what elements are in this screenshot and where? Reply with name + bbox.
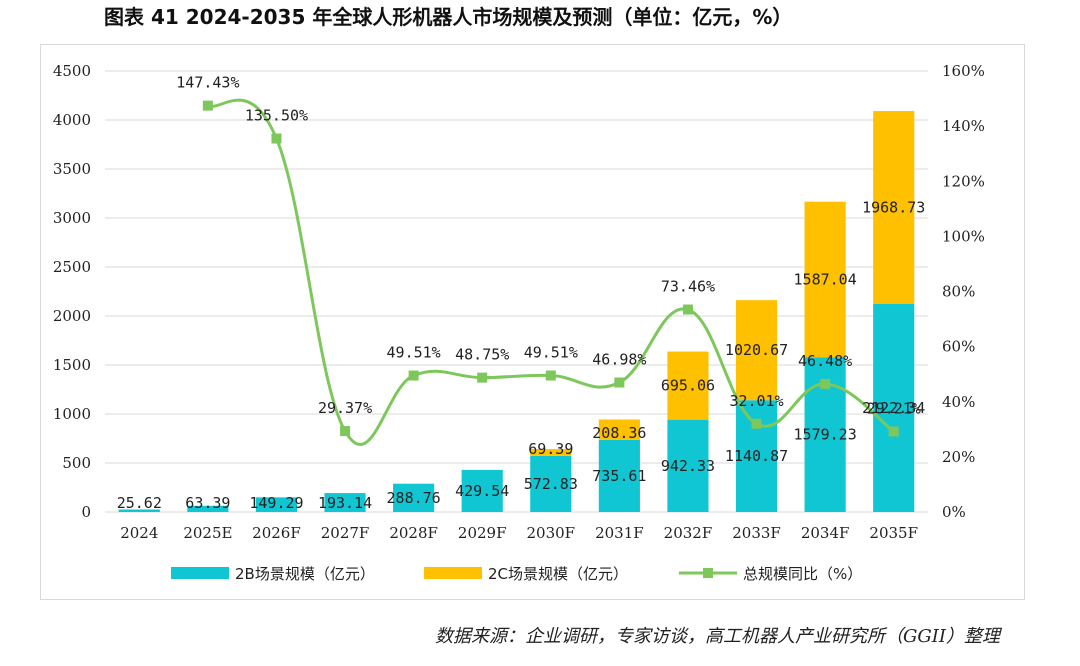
x-tick-label: 2031F <box>595 524 644 542</box>
yoy-growth-marker <box>614 377 625 388</box>
x-tick-label: 2029F <box>458 524 507 542</box>
x-tick-label: 2032F <box>664 524 713 542</box>
yoy-growth-marker <box>408 370 419 381</box>
chart-title: 图表 41 2024-2035 年全球人形机器人市场规模及预测（单位：亿元，%） <box>104 5 793 29</box>
yoy-growth-label: 29.37% <box>318 399 372 417</box>
y-left-tick-label: 4500 <box>53 62 91 80</box>
bar-2c-value-label: 1020.67 <box>725 341 788 359</box>
yoy-growth-line <box>207 98 895 446</box>
yoy-growth-label: 135.50% <box>245 107 308 125</box>
bar-2b-value-label: 1140.87 <box>725 447 788 465</box>
legend-label: 2C场景规模（亿元） <box>488 565 628 583</box>
x-tick-label: 2034F <box>801 524 850 542</box>
bar-2c-value-label: 69.39 <box>528 440 573 458</box>
x-tick-label: 2026F <box>252 524 301 542</box>
yoy-growth-label: 48.75% <box>455 346 509 364</box>
y-right-tick-label: 140% <box>942 117 985 135</box>
y-right-tick-label: 120% <box>942 172 985 190</box>
bar-2b-value-label: 1579.23 <box>794 426 857 444</box>
yoy-growth-label: 73.46% <box>661 278 715 296</box>
bar-2b-value-label: 149.29 <box>249 494 303 512</box>
y-left-tick-label: 2000 <box>53 307 91 325</box>
yoy-growth-marker <box>202 100 213 111</box>
legend-label: 2B场景规模（亿元） <box>235 565 375 583</box>
y-right-tick-label: 0% <box>942 503 966 521</box>
y-left-tick-label: 0 <box>81 503 91 521</box>
bar-2b <box>530 455 572 512</box>
y-right-tick-label: 60% <box>942 338 975 356</box>
yoy-growth-label: 49.51% <box>524 344 578 362</box>
chart-frame: 0 500 1000 1500 2000 2500 3000 3500 4000 4500 0% 20… <box>40 44 1025 600</box>
source-note: 数据来源：企业调研，专家访谈，高工机器人产业研究所（GGII）整理 <box>435 626 1000 647</box>
y-left-tick-label: 500 <box>62 454 91 472</box>
yoy-growth-label: 147.43% <box>176 74 239 92</box>
bar-2c <box>530 449 572 456</box>
yoy-growth-label: 32.01% <box>729 392 783 410</box>
y-left-tick-label: 3000 <box>53 209 91 227</box>
bar-2b <box>255 497 298 512</box>
bar-2b-value-label: 193.14 <box>318 494 372 512</box>
bar-2c <box>598 419 640 440</box>
bar-2b <box>873 304 915 512</box>
yoy-growth-marker <box>751 418 762 429</box>
y-right-tick-label: 20% <box>942 448 975 466</box>
yoy-growth-label: 49.51% <box>387 344 441 362</box>
bar-2b-value-label: 25.62 <box>117 494 162 512</box>
bar-2b <box>667 419 709 512</box>
bar-2c <box>873 111 915 305</box>
bar-2b <box>187 505 229 512</box>
bar-2c-value-label: 695.06 <box>661 377 715 395</box>
yoy-growth-marker <box>682 304 693 315</box>
legend-label: 总规模同比（%） <box>743 565 862 583</box>
x-tick-label: 2033F <box>732 524 781 542</box>
bar-2c-value-label: 1587.04 <box>794 270 857 288</box>
y-left-tick-label: 4000 <box>53 111 91 129</box>
bar-2b-value-label: 572.83 <box>524 475 578 493</box>
y-right-tick-label: 80% <box>942 283 975 301</box>
x-tick-label: 2027F <box>321 524 370 542</box>
bar-2c-value-label: 1968.73 <box>862 199 925 217</box>
yoy-growth-marker <box>820 378 831 389</box>
y-left-tick-label: 1000 <box>53 405 91 423</box>
yoy-growth-marker <box>477 372 488 383</box>
y-right-tick-label: 100% <box>942 227 985 245</box>
bar-2b-value-label: 735.61 <box>592 467 646 485</box>
legend-swatch-2b <box>171 567 229 579</box>
y-left-tick-label: 3500 <box>53 160 91 178</box>
bar-2c <box>735 300 778 401</box>
bar-2b <box>118 509 160 512</box>
y-left-tick-label: 1500 <box>53 356 91 374</box>
bar-2b <box>324 493 366 512</box>
bar-2c-value-label: 208.36 <box>592 424 646 442</box>
chart-area: 0 500 1000 1500 2000 2500 3000 3500 4000 4500 0% 20… <box>53 62 985 583</box>
x-tick-label: 2035F <box>869 524 918 542</box>
x-tick-label: 2030F <box>526 524 575 542</box>
x-tick-label: 2024 <box>120 524 158 542</box>
bar-2b <box>461 469 503 512</box>
legend-swatch-marker <box>703 568 713 578</box>
y-right-tick-label: 160% <box>942 62 985 80</box>
yoy-growth-marker <box>888 426 899 437</box>
yoy-growth-label: 46.98% <box>592 351 646 369</box>
bar-2b-value-label: 429.54 <box>455 482 509 500</box>
bar-2b <box>598 439 640 512</box>
yoy-growth-marker <box>340 426 351 437</box>
bar-2b-value-label: 63.39 <box>185 494 230 512</box>
yoy-growth-marker <box>271 133 282 144</box>
yoy-growth-marker <box>545 370 556 381</box>
bar-2b-value-label: 288.76 <box>387 489 441 507</box>
bar-2c <box>804 201 846 358</box>
yoy-growth-label: 46.48% <box>798 352 852 370</box>
y-right-tick-label: 40% <box>942 393 975 411</box>
y-left-tick-label: 2500 <box>53 258 91 276</box>
legend-swatch-2c <box>424 567 482 579</box>
x-tick-label: 2028F <box>389 524 438 542</box>
yoy-growth-label: 29.21% <box>867 399 921 417</box>
bar-2b-value-label: 942.33 <box>661 457 715 475</box>
bar-2b-value-label: 2122.34 <box>862 399 925 417</box>
bar-2c <box>667 351 709 420</box>
bar-2b <box>393 483 435 512</box>
x-tick-label: 2025E <box>183 524 232 542</box>
